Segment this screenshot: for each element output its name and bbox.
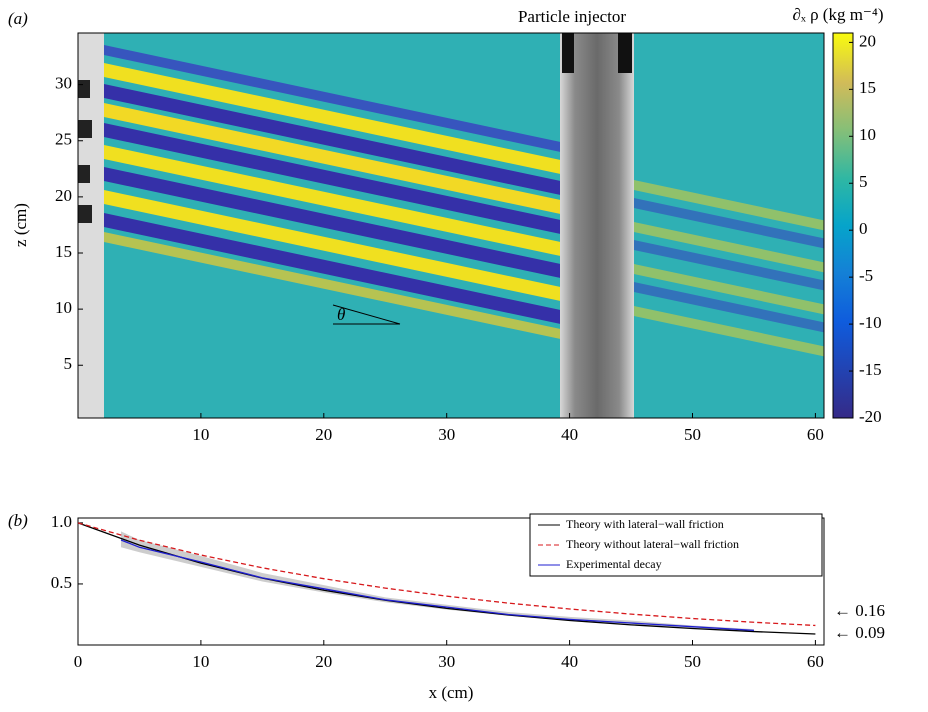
field-image [78,33,824,418]
legend-box [529,513,823,577]
y-axis-label: z (cm) [11,203,30,247]
y-tick-label: 5 [64,354,73,373]
angle-label: θ [337,305,345,324]
legend-label: Theory with lateral−wall friction [566,517,724,531]
x-axis-label: x (cm) [429,683,474,702]
colorbar-tick-label: 5 [859,172,868,191]
colorbar-tick-label: -20 [859,407,882,426]
colorbar-tick-label: 15 [859,78,876,97]
annotation: ← 0.09 [834,623,885,642]
y-tick-label: 10 [55,298,72,317]
x-tick-label: 10 [192,652,209,671]
legend-label: Experimental decay [566,557,662,571]
x-tick-label: 60 [807,425,824,444]
colorbar-tick-label: 10 [859,125,876,144]
series-line [77,522,816,635]
legend-label: Theory without lateral−wall friction [566,537,739,551]
x-tick-label: 30 [438,652,455,671]
colorbar-label: ∂ₓ ρ (kg m⁻⁴) [792,5,883,24]
axes-frame [77,32,825,419]
y-tick-label: 30 [55,74,72,93]
colorbar-tick-label: -15 [859,360,882,379]
y-tick-label: 0.5 [51,573,72,592]
annotation: ← 0.16 [834,601,885,620]
panel-label: (a) [8,9,28,28]
colorbar [832,32,854,419]
series-line [120,539,754,631]
x-tick-label: 50 [684,652,701,671]
colorbar-tick-label: 20 [859,31,876,50]
x-tick-label: 10 [192,425,209,444]
x-tick-label: 40 [561,652,578,671]
y-tick-label: 20 [55,186,72,205]
y-tick-label: 15 [55,242,72,261]
panel-label: (b) [8,511,28,530]
colorbar-tick-label: -5 [859,266,873,285]
y-tick-label: 25 [55,130,72,149]
x-tick-label: 50 [684,425,701,444]
axes-frame [77,517,825,646]
x-tick-label: 20 [315,652,332,671]
annotation: Particle injector [518,7,626,26]
x-tick-label: 30 [438,425,455,444]
x-tick-label: 0 [74,652,83,671]
y-tick-label: 1.0 [51,512,72,531]
colorbar-tick-label: 0 [859,219,868,238]
series-line [77,522,816,627]
x-tick-label: 40 [561,425,578,444]
x-tick-label: 20 [315,425,332,444]
x-tick-label: 60 [807,652,824,671]
colorbar-tick-label: -10 [859,313,882,332]
